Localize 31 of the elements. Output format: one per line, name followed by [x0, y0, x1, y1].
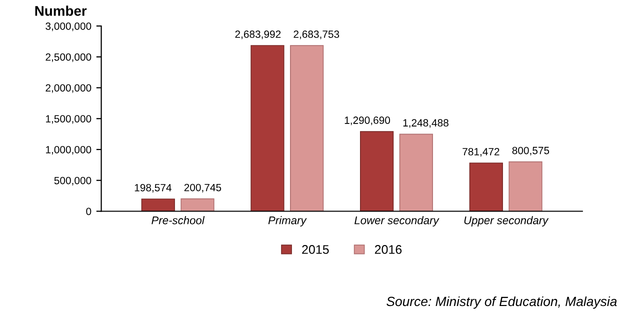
bar — [360, 131, 394, 212]
data-label: 2,683,992 — [235, 30, 281, 40]
data-label: 1,248,488 — [403, 119, 448, 128]
data-label: 200,745 — [184, 184, 222, 192]
y-axis-title: Number — [35, 6, 87, 16]
bar — [469, 162, 503, 212]
x-tick-label: Lower secondary — [354, 216, 440, 226]
y-tick-label: 0 — [86, 208, 92, 216]
data-label: 198,574 — [134, 184, 172, 193]
legend-label: 2016 — [374, 245, 402, 254]
source-note: Source: Ministry of Education, Malaysia — [386, 296, 617, 309]
y-tick-label: 500,000 — [54, 176, 92, 186]
data-label: 1,290,690 — [344, 116, 390, 126]
bar — [180, 198, 214, 212]
bar — [399, 134, 433, 212]
x-tick-label: Primary — [268, 216, 307, 226]
bar — [250, 45, 284, 212]
y-tick-label: 1,500,000 — [46, 115, 92, 124]
y-tick-label: 2,500,000 — [46, 53, 92, 62]
x-tick-label: Upper secondary — [464, 216, 549, 226]
data-label: 800,575 — [512, 146, 550, 156]
bar — [141, 198, 175, 212]
bar — [508, 161, 542, 212]
y-tick-label: 2,000,000 — [46, 84, 92, 93]
data-label: 781,472 — [462, 148, 500, 157]
bar — [290, 45, 324, 212]
y-tick-label: 3,000,000 — [46, 22, 92, 32]
y-tick-label: 1,000,000 — [46, 146, 92, 155]
x-tick-label: Pre-school — [152, 216, 205, 224]
data-label: 2,683,753 — [294, 30, 340, 40]
legend-label: 2015 — [302, 245, 329, 254]
